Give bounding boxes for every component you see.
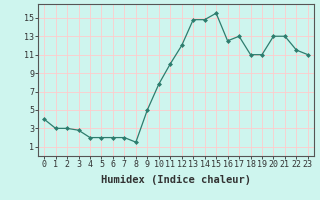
X-axis label: Humidex (Indice chaleur): Humidex (Indice chaleur) (101, 175, 251, 185)
